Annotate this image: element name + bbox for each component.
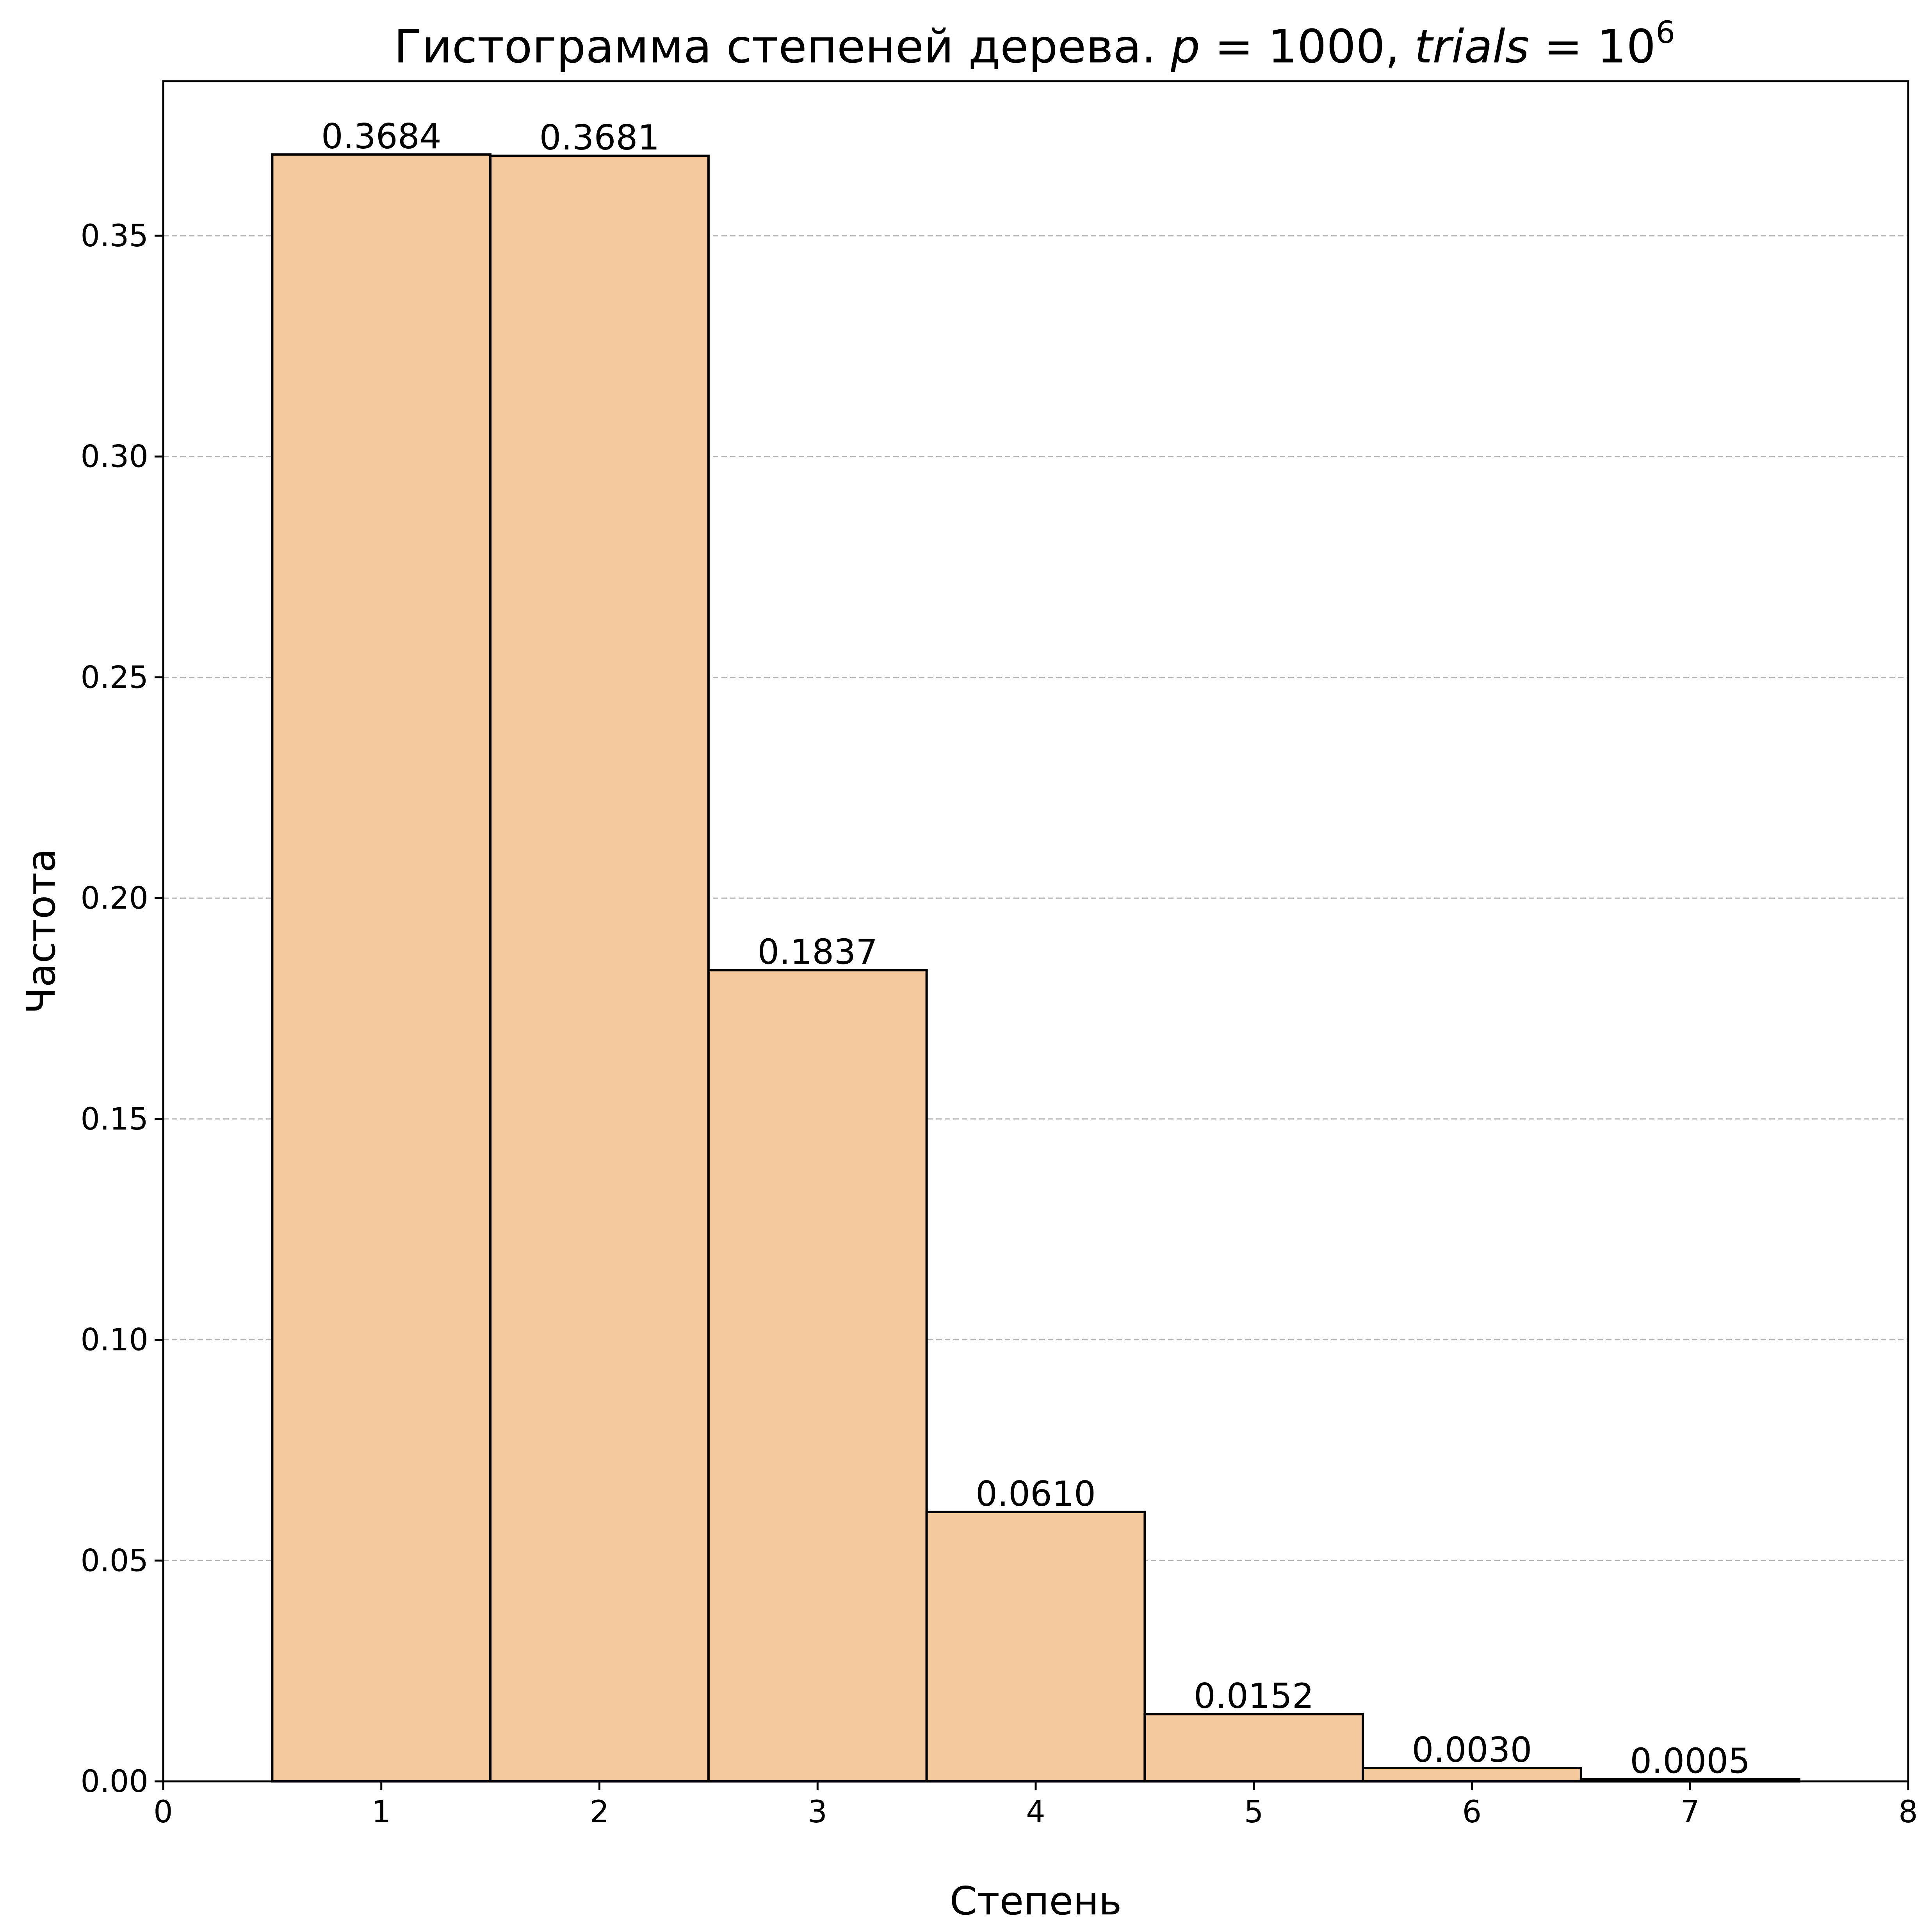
chart-title-p-value: 1000 — [1268, 20, 1385, 73]
data-labels-layer: 0.3684 0.3681 0.1837 0.0610 0.0152 0.0030 0.00… — [321, 116, 1750, 1781]
chart-title-eq-2: = — [1529, 20, 1597, 73]
x-tick-label: 7 — [1680, 1795, 1700, 1830]
x-tick-label: 1 — [372, 1795, 391, 1830]
bar-data-label: 0.0610 — [976, 1474, 1096, 1514]
chart-title-separator: , — [1385, 20, 1414, 73]
x-ticks-layer: 0 1 2 3 4 5 6 7 8 — [153, 1781, 1918, 1830]
chart-title-trials-var: trials — [1414, 20, 1529, 73]
y-ticks-layer: 0.00 0.05 0.10 0.15 0.20 0.25 0.30 0.35 — [80, 219, 163, 1799]
bar-data-label: 0.3684 — [321, 116, 442, 157]
y-tick-label: 0.25 — [80, 660, 148, 695]
bar-data-label: 0.0030 — [1412, 1730, 1532, 1770]
x-tick-label: 4 — [1026, 1795, 1045, 1830]
y-tick-label: 0.05 — [80, 1543, 148, 1578]
bar-data-label: 0.1837 — [757, 932, 878, 972]
histogram-bar — [271, 153, 492, 1783]
y-tick-label: 0.30 — [80, 439, 148, 475]
x-tick-label: 5 — [1244, 1795, 1264, 1830]
bar-data-label: 0.3681 — [540, 117, 660, 158]
y-tick-label: 0.35 — [80, 219, 148, 254]
y-tick-label: 0.10 — [80, 1323, 148, 1358]
y-tick-label: 0.00 — [80, 1764, 148, 1799]
histogram-bar — [489, 155, 710, 1783]
chart-title-trials-exponent: 6 — [1656, 15, 1675, 50]
bars-layer — [271, 153, 1800, 1783]
chart-title-eq: = — [1200, 20, 1268, 73]
chart-title: Гистограмма степеней дерева. p = 1000, t… — [394, 15, 1675, 73]
histogram-bar — [1362, 1767, 1582, 1783]
chart-title-trials-base: 10 — [1597, 20, 1656, 73]
histogram-bar — [707, 969, 928, 1783]
x-tick-label: 3 — [808, 1795, 827, 1830]
histogram-bar — [925, 1510, 1146, 1783]
y-tick-label: 0.20 — [80, 881, 148, 916]
y-tick-label: 0.15 — [80, 1102, 148, 1137]
bar-data-label: 0.0152 — [1194, 1676, 1314, 1716]
x-tick-label: 6 — [1462, 1795, 1482, 1830]
y-axis-label: Частота — [18, 849, 64, 1014]
x-tick-label: 0 — [153, 1795, 173, 1830]
histogram-bar — [1143, 1713, 1364, 1783]
bar-data-label: 0.0005 — [1630, 1741, 1750, 1781]
x-tick-label: 8 — [1898, 1795, 1918, 1830]
chart-title-main: Гистограмма степеней дерева. — [394, 20, 1171, 73]
x-tick-label: 2 — [590, 1795, 609, 1830]
x-axis-label: Степень — [950, 1878, 1122, 1924]
chart-title-p-var: p — [1170, 20, 1200, 73]
